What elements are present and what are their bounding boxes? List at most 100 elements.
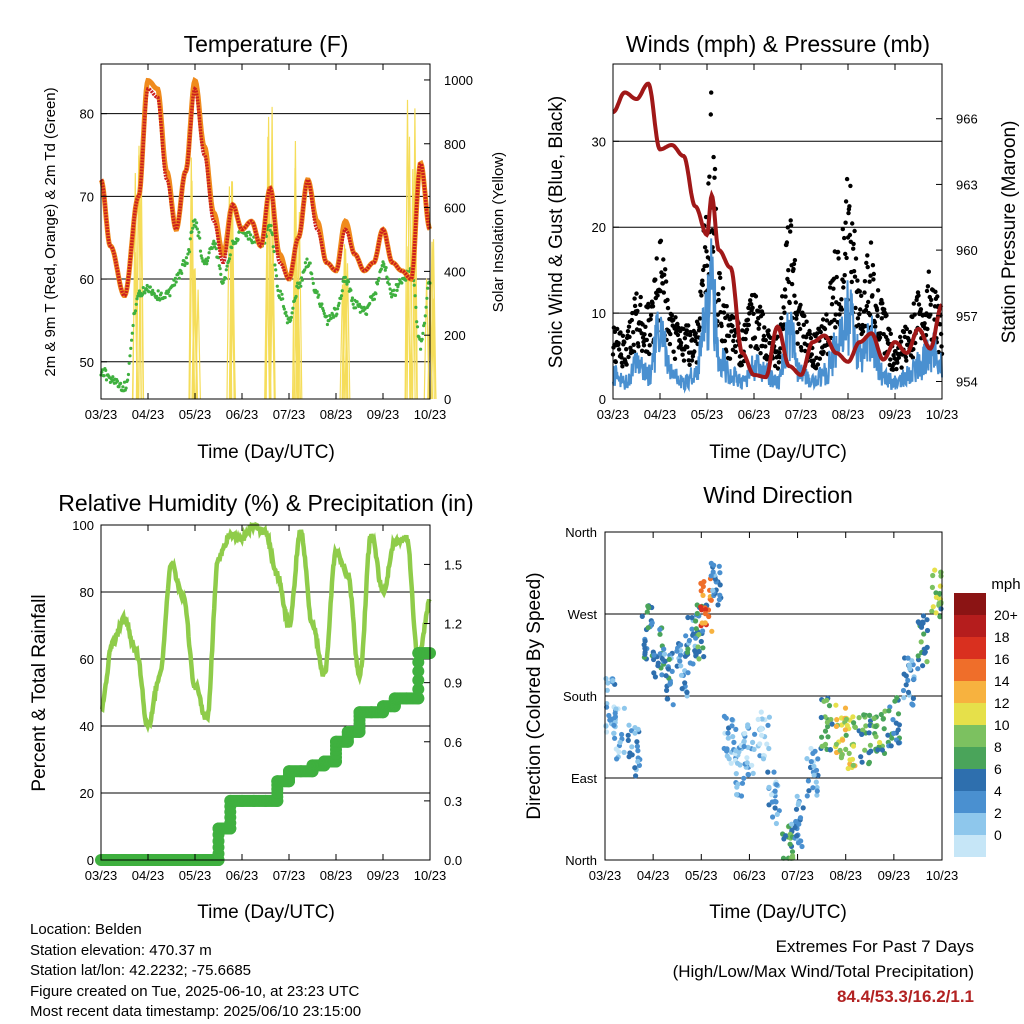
temperature-9m-line — [98, 76, 433, 298]
direction-point — [915, 666, 921, 672]
direction-point — [886, 708, 892, 714]
gust-point — [699, 293, 704, 298]
direction-point — [612, 710, 618, 716]
gust-point — [663, 279, 669, 284]
direction-point — [730, 734, 736, 740]
x-tick-label: 05/23 — [179, 407, 212, 422]
dewpoint-point — [394, 283, 398, 287]
gust-point — [678, 340, 684, 345]
dewpoint-point — [289, 315, 293, 319]
dewpoint-point — [135, 297, 139, 301]
direction-point — [717, 592, 723, 598]
direction-point — [729, 717, 735, 723]
gust-point — [937, 322, 943, 327]
gust-point — [928, 302, 933, 307]
dewpoint-point — [363, 307, 367, 311]
gust-point — [676, 325, 681, 330]
gust-point — [911, 301, 916, 306]
direction-point — [741, 775, 747, 781]
direction-point — [900, 687, 907, 694]
dewpoint-point — [412, 283, 416, 287]
direction-point — [929, 608, 935, 614]
dewpoint-point — [424, 305, 428, 309]
dewpoint-point — [419, 347, 423, 351]
dewpoint-point — [360, 306, 364, 310]
dewpoint-point — [420, 337, 424, 341]
dewpoint-point — [236, 237, 240, 242]
direction-point — [861, 712, 867, 718]
x-tick-label: 04/23 — [132, 868, 165, 883]
direction-point — [646, 605, 652, 611]
dewpoint-point — [115, 379, 120, 383]
direction-point — [657, 631, 663, 637]
gust-point — [855, 316, 861, 321]
dewpoint-point — [404, 278, 408, 282]
dewpoint-point — [379, 267, 383, 271]
dewpoint-point — [303, 268, 307, 272]
dewpoint-point — [396, 285, 400, 289]
gust-point — [748, 298, 753, 303]
direction-point — [810, 785, 816, 791]
dewpoint-point — [400, 281, 404, 285]
precip-point — [412, 656, 425, 669]
direction-point — [881, 726, 887, 732]
temperature-x-ticks: 03/23 04/23 05/23 06/23 07/23 08/23 09/23 10/23 — [85, 64, 446, 422]
humidity-frame — [100, 524, 431, 861]
gust-point — [853, 305, 858, 311]
dewpoint-point — [340, 289, 344, 293]
gust-point — [888, 331, 893, 336]
x-tick-label: 04/23 — [644, 407, 677, 422]
direction-point — [896, 722, 903, 728]
gust-point — [744, 327, 750, 332]
gust-point — [924, 288, 930, 294]
direction-point — [749, 762, 755, 768]
gust-point — [674, 328, 679, 333]
precip-point — [412, 683, 425, 696]
dewpoint-point — [156, 289, 160, 293]
gust-point — [689, 358, 695, 363]
gust-point — [843, 220, 848, 225]
direction-point — [889, 735, 895, 741]
gust-point — [904, 358, 909, 363]
gust-point — [882, 307, 887, 312]
direction-point — [669, 668, 675, 675]
winds-xlabel: Time (Day/UTC) — [709, 442, 847, 463]
gust-point — [794, 316, 799, 321]
gust-point — [827, 285, 833, 290]
x-tick-label: 05/23 — [179, 868, 212, 883]
gust-point — [761, 333, 767, 339]
winds-grid — [613, 140, 942, 400]
gust-point — [870, 263, 876, 268]
direction-point — [903, 673, 909, 679]
gust-point — [697, 316, 703, 321]
dewpoint-point — [122, 380, 127, 384]
temperature-ylabel-right: Solar Insolation (Yellow) — [490, 152, 507, 312]
direction-point — [665, 666, 672, 672]
gust-point — [763, 338, 768, 343]
direction-point — [614, 756, 620, 762]
direction-point — [843, 732, 849, 738]
temperature-right-ticks: 0 200 400 600 800 1000 — [424, 73, 473, 407]
direction-point — [873, 734, 879, 740]
direction-point — [661, 651, 668, 657]
gust-point — [726, 333, 732, 339]
gust-point — [846, 210, 851, 216]
gust-point — [620, 364, 625, 369]
colorbar-swatch — [954, 769, 986, 791]
dewpoint-point — [395, 288, 399, 292]
direction-point — [696, 648, 702, 655]
direction-point — [813, 767, 820, 773]
gust-point — [693, 331, 698, 336]
wind-speed-line — [612, 238, 943, 394]
gust-point — [813, 366, 819, 371]
gust-point — [622, 340, 627, 345]
direction-point — [933, 594, 940, 600]
gust-point — [795, 330, 800, 335]
direction-point — [610, 678, 616, 684]
direction-point — [635, 758, 641, 765]
gust-point — [648, 317, 653, 322]
direction-tick-label: West — [568, 607, 598, 622]
gust-point — [772, 363, 778, 369]
direction-point — [685, 670, 691, 676]
